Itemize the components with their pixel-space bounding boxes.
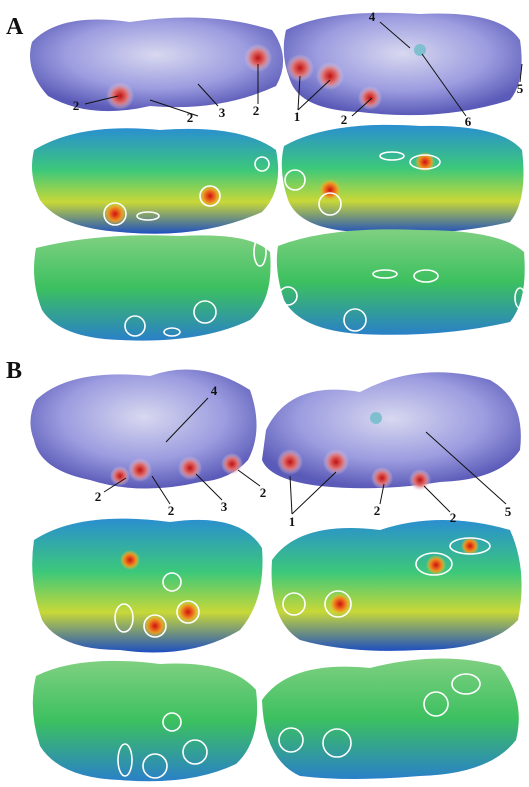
spot — [128, 458, 152, 482]
callout-label: 2 — [450, 510, 457, 525]
surface — [34, 235, 271, 340]
spot — [358, 86, 382, 110]
callout-label: 2 — [73, 98, 80, 113]
callout-label: 2 — [341, 112, 348, 127]
callout-label: 6 — [465, 114, 472, 129]
callout-label: 2 — [95, 489, 102, 504]
spot — [426, 555, 446, 575]
figure: A 2 2 3 2 4 1 2 6 5 B 4 2 2 3 2 1 2 2 5 — [0, 0, 529, 787]
surface — [284, 13, 522, 115]
callout-label: 2 — [253, 103, 260, 118]
spot — [106, 82, 134, 110]
panel-label: A — [6, 14, 24, 40]
surface — [282, 125, 524, 234]
spot — [120, 550, 140, 570]
spot — [277, 449, 303, 475]
spot — [199, 185, 221, 207]
callout-label: 4 — [369, 9, 376, 24]
panel-label: B — [6, 358, 22, 384]
spot — [414, 44, 426, 56]
callout-label: 2 — [187, 110, 194, 125]
callout-label: 2 — [168, 503, 175, 518]
surface — [262, 658, 519, 779]
spot — [316, 62, 344, 90]
callout-label: 4 — [211, 383, 218, 398]
surface — [33, 661, 257, 781]
spot — [323, 449, 349, 475]
callout-label: 3 — [219, 105, 226, 120]
callout-label: 3 — [221, 499, 228, 514]
callout-label: 5 — [505, 504, 512, 519]
callout-label: 2 — [374, 503, 381, 518]
surface — [32, 128, 278, 234]
callout-label: 2 — [260, 485, 267, 500]
callout-label: 1 — [289, 514, 296, 529]
surface — [262, 372, 521, 488]
spot — [371, 467, 393, 489]
surface — [277, 229, 525, 334]
spot — [110, 466, 130, 486]
callout-label: 1 — [294, 109, 301, 124]
spot — [461, 537, 479, 555]
spot — [370, 412, 382, 424]
surface — [30, 18, 283, 112]
spot — [319, 179, 341, 201]
spot — [409, 469, 431, 491]
callout-label: 5 — [517, 81, 524, 96]
